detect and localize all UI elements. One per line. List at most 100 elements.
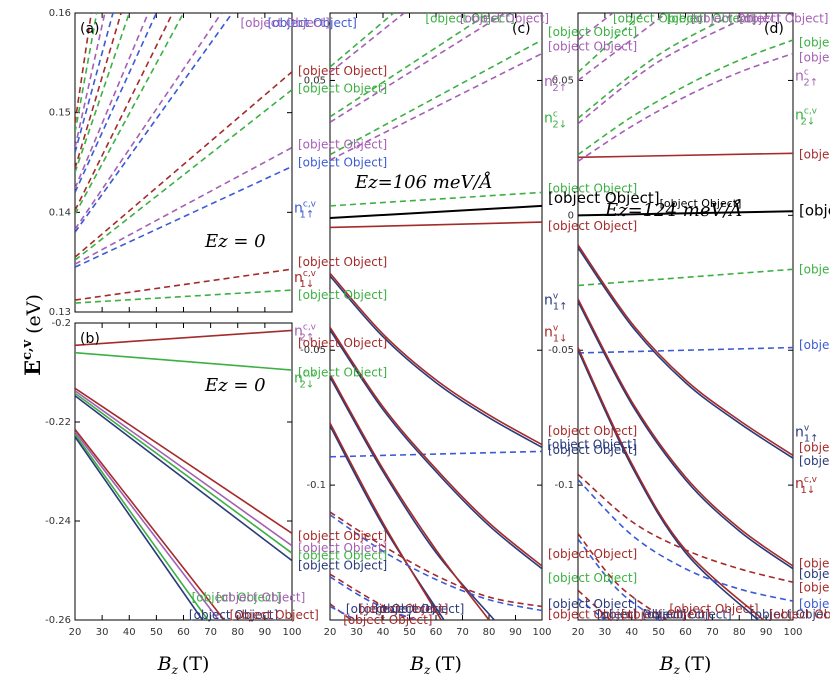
state-label-sup: c,v — [303, 199, 317, 209]
state-label-sub: 1↓ — [300, 279, 315, 290]
panel-d-xtick-label: 90 — [760, 627, 773, 638]
state-label-d-n2dn: nc,v 2↓ — [795, 107, 818, 128]
series-line — [330, 13, 395, 68]
level-index-label: [object Object] — [230, 608, 319, 622]
level-index-label: [object Object] — [691, 11, 780, 25]
series-line — [578, 533, 668, 620]
series-line — [578, 301, 793, 570]
series-line — [75, 390, 292, 547]
level-index-label: [object Object] — [799, 454, 830, 468]
panel-d-frame — [577, 12, 794, 621]
panel-d-x-axis-title: Bz (T) — [659, 653, 712, 677]
series-line — [578, 346, 793, 354]
series-line — [75, 13, 158, 193]
series-line — [578, 152, 793, 159]
state-label-b-n2up: nc,v 2↑ — [294, 322, 317, 343]
state-label-c-n2dn: nc 2↓ — [544, 109, 567, 130]
level-index-label: [object Object] — [298, 255, 387, 269]
level-index-label: [object Object] — [597, 608, 686, 622]
series-line — [330, 272, 542, 446]
level-index-label: [object Object] — [298, 541, 387, 555]
series-line — [330, 275, 542, 449]
panel-d-xtick-label: 50 — [652, 627, 665, 638]
panel-b-xtick-label: 80 — [231, 627, 244, 638]
state-label-main: n — [294, 200, 303, 216]
state-label-main: n — [294, 270, 303, 286]
level-index-label: [object Object] — [240, 16, 329, 30]
level-index-label: [object Object] — [298, 559, 387, 573]
series-line — [75, 13, 174, 211]
series-line — [578, 298, 793, 567]
state-label-sub: 2↓ — [801, 117, 816, 128]
state-label-sup: c,v — [804, 107, 818, 117]
level-index-label: [object Object] — [425, 11, 514, 25]
panel-c-xtick-label: 40 — [377, 627, 390, 638]
panel-d-ytick-label: 0.05 — [552, 75, 574, 86]
state-label-main: n — [795, 476, 804, 492]
series-line — [75, 428, 225, 620]
series-line — [330, 374, 490, 620]
panel-d-ytick-label: -0.1 — [554, 480, 574, 491]
series-line — [75, 13, 93, 123]
level-index-label: [object Object] — [460, 11, 549, 25]
series-line — [578, 538, 660, 620]
series-line — [75, 13, 223, 230]
state-label-main: n — [795, 425, 804, 441]
panel-b-x-axis-title: Bz (T) — [157, 653, 210, 677]
level-index-label: [object Object] — [799, 440, 830, 454]
series-line — [75, 13, 131, 173]
series-line — [330, 376, 495, 620]
level-index-label: [object Object] — [799, 148, 830, 162]
panel-d-xtick-label: 100 — [783, 627, 802, 638]
level-index-label: [object Object] — [621, 608, 710, 622]
state-label-d-n1dn: nc,v 1↓ — [795, 475, 818, 496]
series-line — [578, 210, 793, 217]
level-index-label: [object Object] — [548, 443, 637, 457]
state-label-c-n1dn: nv 1↓ — [544, 324, 567, 345]
series-line — [330, 221, 542, 229]
series-line — [330, 425, 445, 620]
level-index-label: [object Object] — [548, 40, 637, 54]
series-line — [75, 13, 185, 215]
state-label-d-n2up: nc 2↑ — [795, 67, 818, 88]
panel-d-xtick-label: 70 — [706, 627, 719, 638]
state-label-a-n2up: nc,v 1↑ — [294, 199, 317, 220]
series-line — [330, 13, 506, 123]
x-axis-sub: z — [171, 663, 179, 677]
level-index-label: [object Object] — [799, 556, 830, 570]
panel-d-xtick-label: 20 — [572, 627, 585, 638]
level-index-label: [object Object] — [298, 64, 387, 78]
x-axis-var: B — [659, 653, 674, 675]
series-line — [75, 165, 292, 268]
series-line — [578, 13, 644, 73]
level-index-label: [object Object] — [298, 336, 387, 350]
state-label-sub: 2↑ — [552, 83, 567, 94]
series-line — [330, 450, 542, 458]
state-label-sup: c,v — [303, 269, 317, 279]
series-line — [578, 589, 611, 620]
panel-c-series — [330, 13, 542, 620]
state-label-b-n2dn: nc,v 2↓ — [294, 369, 317, 390]
level-index-label: [object Object] — [298, 366, 387, 380]
series-line — [578, 13, 614, 41]
state-label-sup: c,v — [303, 369, 317, 379]
series-line — [578, 52, 793, 163]
state-label-sup: c,v — [804, 475, 818, 485]
series-line — [578, 473, 793, 584]
panel-a-label: (a) — [80, 21, 100, 37]
panel-b-xtick-label: 100 — [282, 627, 301, 638]
state-label-sub: 1↑ — [553, 301, 568, 312]
panel-c-x-axis-title: Bz (T) — [409, 653, 462, 677]
series-line — [330, 191, 542, 207]
panel-b-xtick-label: 90 — [259, 627, 272, 638]
panel-d-xtick-label: 30 — [599, 627, 612, 638]
state-label-main: n — [294, 370, 303, 386]
series-line — [578, 13, 668, 82]
fermi-level-subscript: [object Object] — [660, 197, 742, 210]
series-line — [75, 431, 220, 620]
level-index-label: [object Object] — [343, 613, 432, 627]
panel-b-xtick-label: 70 — [204, 627, 217, 638]
panel-c-ytick-label: 0.05 — [304, 75, 326, 86]
state-label-sub: 1↑ — [300, 209, 315, 220]
panel-c-xtick-label: 80 — [483, 627, 496, 638]
